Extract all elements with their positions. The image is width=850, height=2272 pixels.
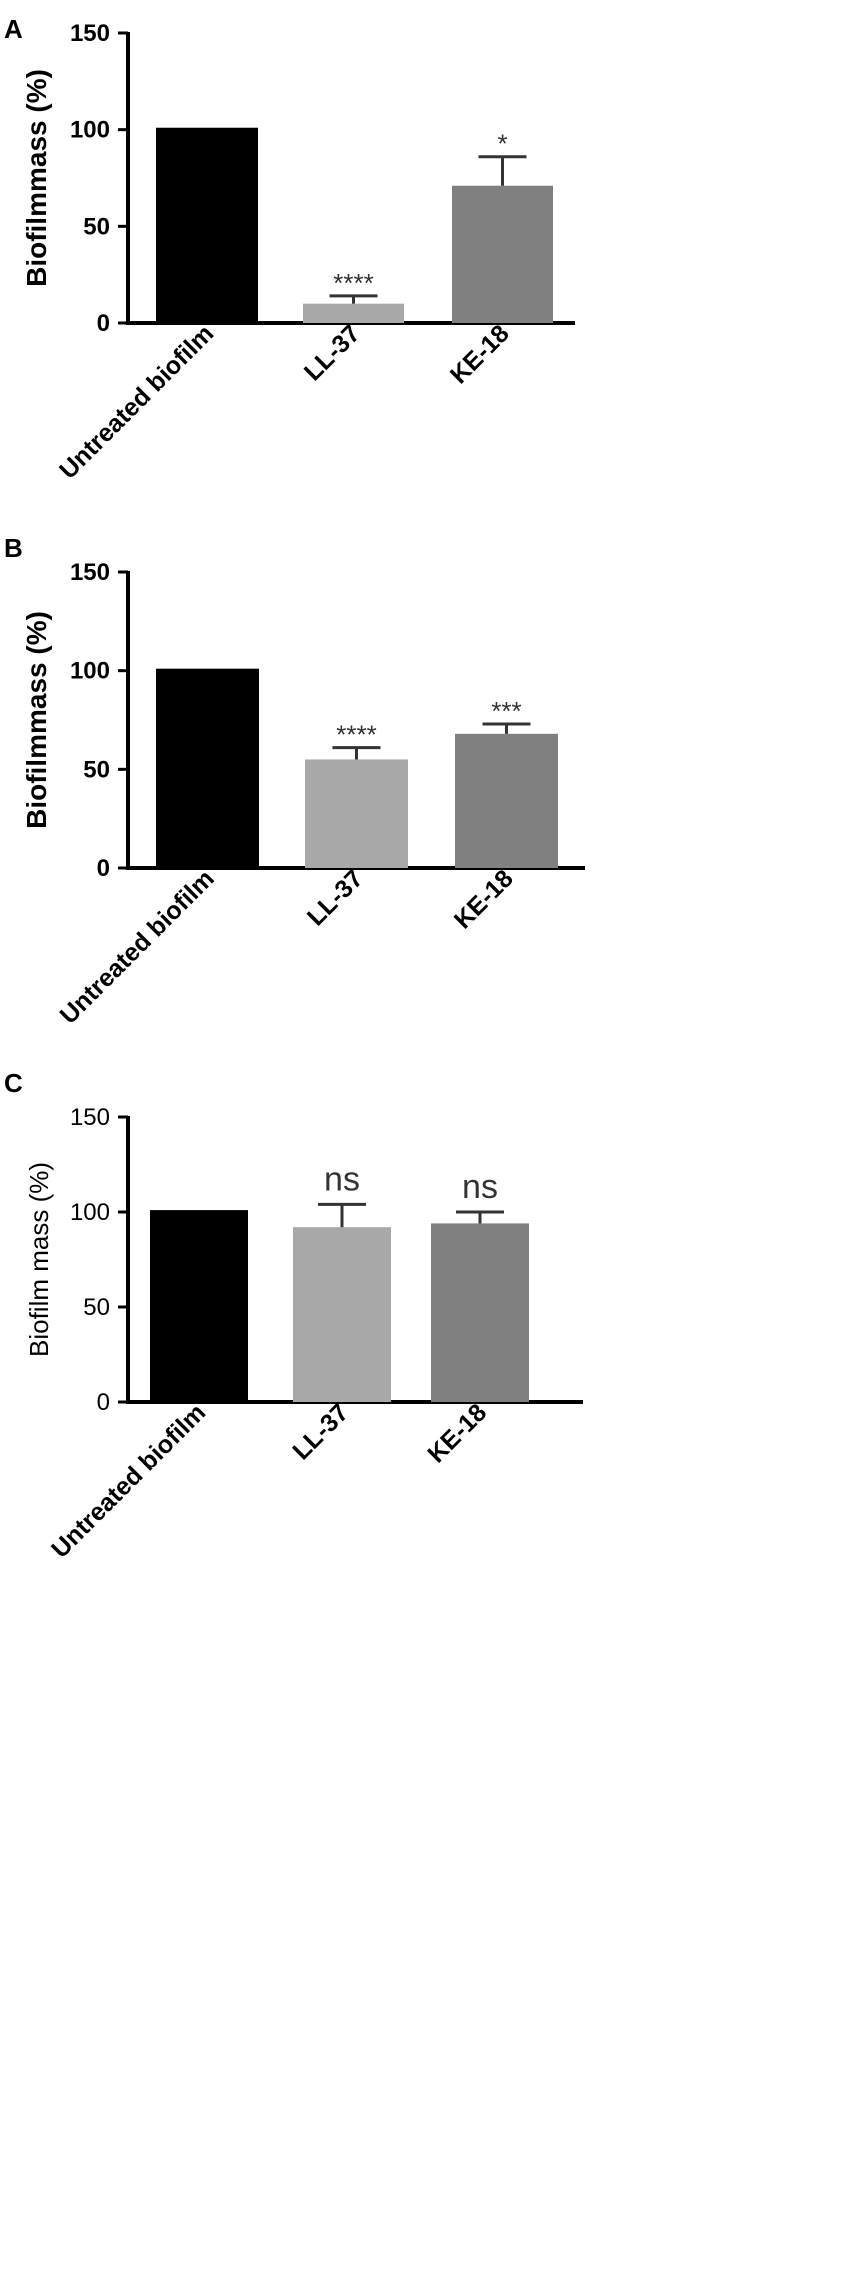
category-label: Untreated biofilm — [46, 1398, 211, 1563]
chart-panel-a: A 0 50 100 150 Biofilmmass (%) Untreated biofi… — [4, 14, 575, 485]
significance-label: * — [497, 129, 507, 159]
significance-label: ns — [462, 1168, 498, 1206]
y-tick-label: 0 — [97, 310, 110, 337]
y-tick-label: 50 — [83, 756, 110, 783]
y-tick-label: 100 — [70, 1199, 110, 1226]
category-label: KE-18 — [445, 319, 515, 389]
panel-letter: A — [4, 14, 23, 44]
bar — [455, 733, 558, 868]
y-axis-label: Biofilmmass (%) — [21, 69, 52, 287]
significance-label: ns — [324, 1160, 360, 1198]
significance-label: **** — [336, 720, 376, 750]
bar — [150, 1210, 248, 1402]
bar — [305, 759, 408, 868]
y-tick-label: 0 — [97, 1389, 110, 1416]
y-axis-label: Biofilmmass (%) — [21, 611, 52, 829]
chart-panel-c: C 0 50 100 150 Biofilm mass (%) Untreated biof… — [4, 1068, 583, 1564]
y-tick-label: 150 — [70, 20, 110, 47]
bar — [293, 1227, 391, 1402]
panel-letter: C — [4, 1068, 23, 1098]
y-tick-label: 100 — [70, 117, 110, 144]
y-tick-label: 150 — [70, 559, 110, 586]
category-label: Untreated biofilm — [54, 319, 219, 484]
bar — [303, 303, 404, 323]
category-label: KE-18 — [449, 864, 519, 934]
category-label: LL-37 — [287, 1398, 354, 1465]
y-tick-label: 50 — [83, 1294, 110, 1321]
category-label: KE-18 — [422, 1398, 492, 1468]
category-label: LL-37 — [299, 319, 366, 386]
significance-label: *** — [491, 696, 521, 726]
bar — [156, 668, 259, 868]
bar — [431, 1223, 529, 1402]
chart-panel-b: B 0 50 100 150 Biofilmmass (%) Untreated biofi… — [4, 533, 585, 1030]
y-tick-label: 150 — [70, 1104, 110, 1131]
category-label: LL-37 — [302, 864, 369, 931]
significance-label: **** — [333, 268, 373, 298]
y-tick-label: 100 — [70, 658, 110, 685]
y-tick-label: 0 — [97, 855, 110, 882]
category-label: Untreated biofilm — [55, 864, 220, 1029]
y-axis-label: Biofilm mass (%) — [24, 1162, 54, 1357]
panel-letter: B — [4, 533, 23, 563]
bar — [452, 185, 553, 323]
bar — [156, 127, 258, 323]
y-tick-label: 50 — [83, 213, 110, 240]
